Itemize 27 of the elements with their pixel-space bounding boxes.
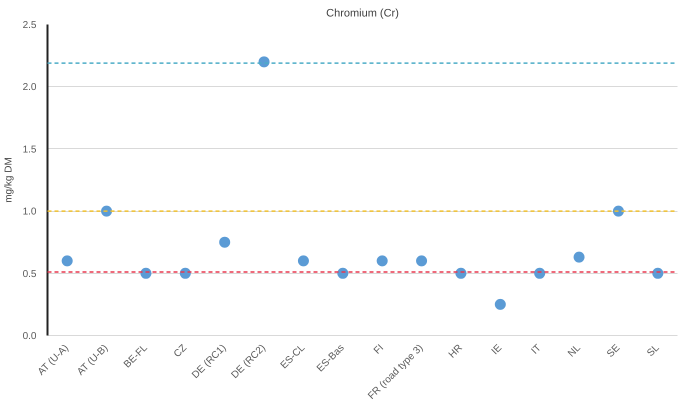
point bbox=[534, 268, 546, 279]
x-tick-label: IE bbox=[490, 342, 504, 358]
y-tick-label: 1.5 bbox=[22, 144, 37, 156]
point bbox=[101, 206, 112, 217]
point bbox=[494, 298, 506, 310]
point bbox=[62, 255, 73, 266]
y-tick-label: 2.0 bbox=[22, 82, 37, 94]
x-tick-label: FI bbox=[372, 342, 386, 357]
x-tick-label: SE bbox=[605, 342, 623, 360]
point bbox=[298, 255, 309, 266]
y-tick-label: 2.5 bbox=[22, 20, 37, 31]
point bbox=[337, 268, 348, 279]
point bbox=[652, 268, 664, 279]
point bbox=[416, 255, 428, 266]
x-tick-label: SL bbox=[645, 342, 662, 360]
y-axis-title: mg/kg DM bbox=[4, 157, 15, 203]
point bbox=[219, 236, 230, 248]
y-tick-label: 1.0 bbox=[22, 206, 37, 218]
x-tick-label: IT bbox=[530, 342, 544, 357]
y-tick-label: 0.5 bbox=[22, 268, 37, 280]
chart-title: Chromium (Cr) bbox=[326, 8, 399, 20]
x-tick-label: CZ bbox=[172, 342, 190, 360]
x-tick-label: NL bbox=[566, 342, 584, 360]
point bbox=[574, 252, 585, 263]
y-tick-label: 0.0 bbox=[22, 331, 37, 342]
point bbox=[376, 255, 388, 266]
x-tick-label: HR bbox=[446, 342, 465, 361]
